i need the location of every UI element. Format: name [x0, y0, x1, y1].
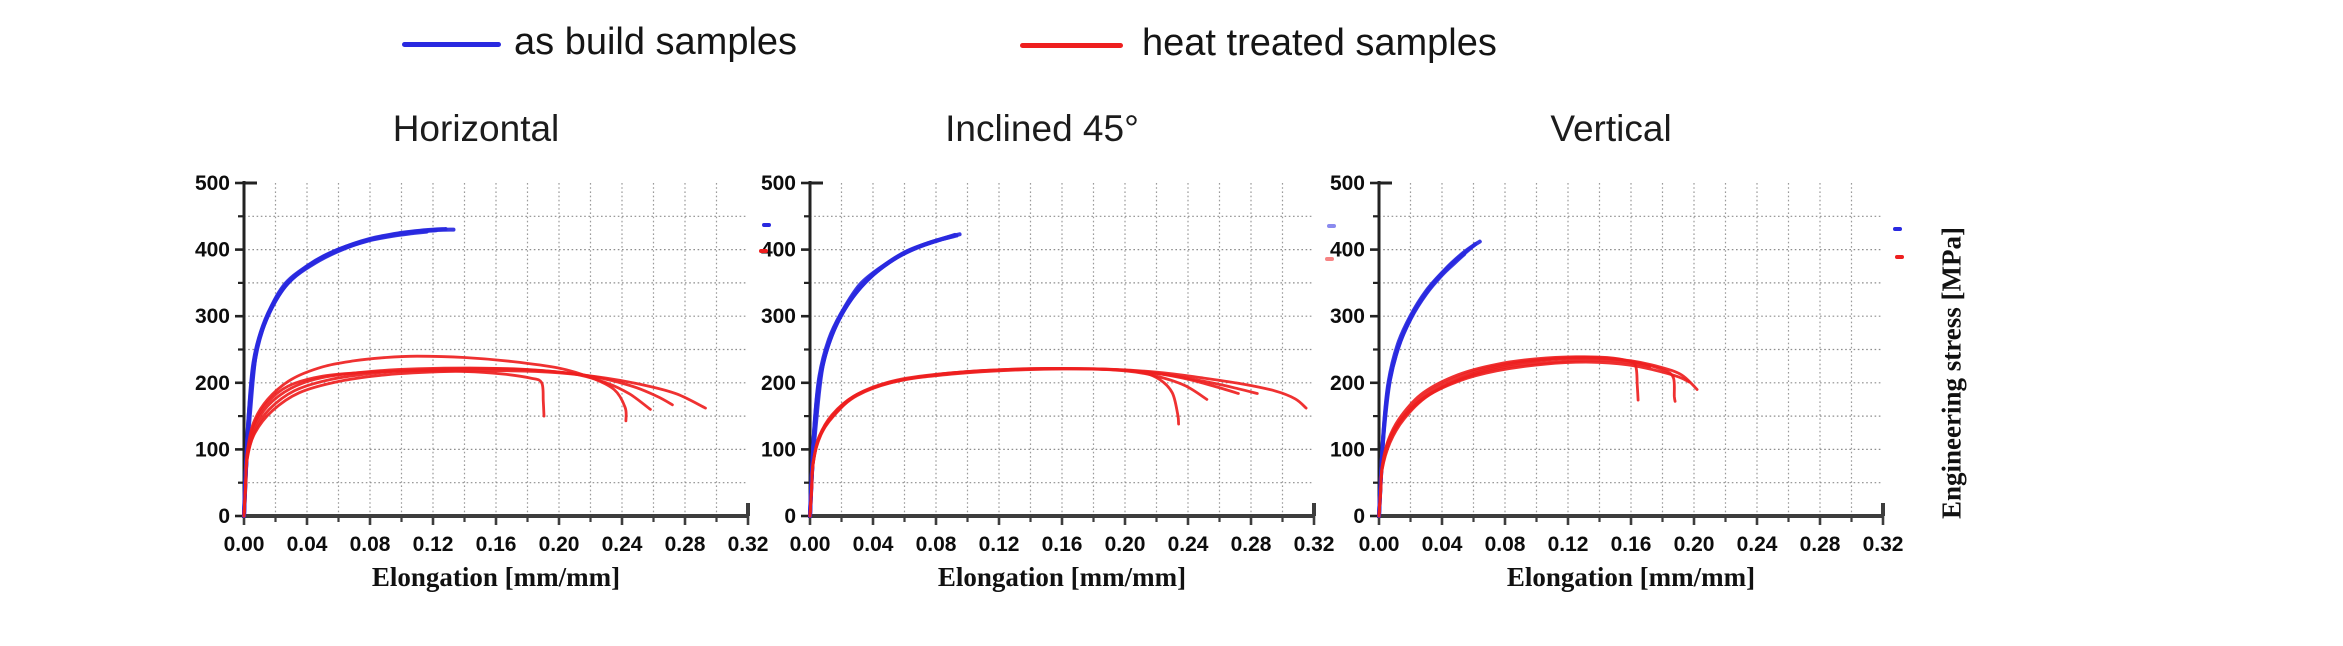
stray-dash-blue-icon [762, 223, 771, 227]
svg-text:100: 100 [1330, 438, 1365, 461]
svg-text:0.00: 0.00 [790, 533, 831, 556]
svg-text:500: 500 [1330, 172, 1365, 195]
svg-text:0.16: 0.16 [1042, 533, 1083, 556]
stray-dash-red-icon [1895, 255, 1904, 259]
chart-canvas-vertical: 0 100 200 300 400 500 0.00 0.04 0.08 0.12 0.16 0.20… [1330, 172, 1904, 556]
svg-text:0.08: 0.08 [916, 533, 957, 556]
svg-text:0.00: 0.00 [1359, 533, 1400, 556]
chart-inclined-45: Inclined 45° 0 100 200 300 400 500 0.00 0.04 0.0… [720, 100, 1340, 600]
svg-text:0.28: 0.28 [1800, 533, 1841, 556]
svg-text:0.12: 0.12 [413, 533, 454, 556]
chart-title-vertical: Vertical [1550, 108, 1672, 149]
svg-text:0.20: 0.20 [1674, 533, 1715, 556]
svg-text:0.04: 0.04 [1422, 533, 1463, 556]
svg-text:0: 0 [784, 505, 796, 528]
svg-text:500: 500 [195, 172, 230, 195]
y-axis-label: Engineering stress [MPa] [1936, 227, 1967, 519]
svg-text:0: 0 [218, 505, 230, 528]
svg-text:0.32: 0.32 [728, 533, 769, 556]
svg-text:0.16: 0.16 [476, 533, 517, 556]
svg-text:0.32: 0.32 [1863, 533, 1904, 556]
svg-text:0.28: 0.28 [1231, 533, 1272, 556]
x-axis-label: Elongation [mm/mm] [371, 562, 621, 592]
svg-text:200: 200 [195, 372, 230, 395]
legend-line-as-build-icon [402, 42, 501, 47]
chart-horizontal: Horizontal 0 100 200 300 400 500 0.00 0.04 0.08 0… [154, 100, 774, 600]
svg-text:100: 100 [761, 438, 796, 461]
chart-title-inclined-45: Inclined 45° [945, 108, 1139, 149]
legend-label-as-build: as build samples [514, 21, 798, 63]
legend-label-heat-treated: heat treated samples [1142, 22, 1497, 64]
svg-text:0.08: 0.08 [1485, 533, 1526, 556]
svg-text:300: 300 [195, 305, 230, 328]
x-axis-label: Elongation [mm/mm] [937, 562, 1187, 592]
svg-text:200: 200 [761, 372, 796, 395]
chart-vertical: Vertical 0 100 200 300 400 500 0.00 0.04 0.08 0.1… [1289, 100, 1909, 600]
svg-text:400: 400 [195, 239, 230, 262]
svg-text:0.12: 0.12 [1548, 533, 1589, 556]
svg-text:0.00: 0.00 [224, 533, 265, 556]
svg-text:0.04: 0.04 [287, 533, 328, 556]
stray-dash-red-icon [759, 249, 768, 253]
svg-text:400: 400 [1330, 239, 1365, 262]
svg-text:300: 300 [1330, 305, 1365, 328]
chart-canvas-horizontal: 0 100 200 300 400 500 0.00 0.04 0.08 0.12 0.16 0.20… [195, 172, 769, 556]
stray-dash-red-icon [1325, 257, 1334, 261]
chart-canvas-inclined-45: 0 100 200 300 400 500 0.00 0.04 0.08 0.12 0.16 0.20… [761, 172, 1335, 556]
stray-dash-blue-icon [1893, 227, 1902, 231]
svg-text:200: 200 [1330, 372, 1365, 395]
chart-title-horizontal: Horizontal [392, 108, 560, 149]
svg-text:0.20: 0.20 [1105, 533, 1146, 556]
legend-line-heat-treated-icon [1020, 43, 1123, 48]
stray-dash-blue-icon [1327, 224, 1336, 228]
svg-text:0.12: 0.12 [979, 533, 1020, 556]
svg-text:100: 100 [195, 438, 230, 461]
svg-text:0.32: 0.32 [1294, 533, 1335, 556]
svg-text:300: 300 [761, 305, 796, 328]
svg-text:0.24: 0.24 [602, 533, 643, 556]
svg-text:0.08: 0.08 [350, 533, 391, 556]
svg-text:0.16: 0.16 [1611, 533, 1652, 556]
x-axis-label: Elongation [mm/mm] [1506, 562, 1756, 592]
svg-text:500: 500 [761, 172, 796, 195]
svg-text:0: 0 [1353, 505, 1365, 528]
svg-text:400: 400 [761, 239, 796, 262]
svg-text:0.04: 0.04 [853, 533, 894, 556]
svg-text:0.20: 0.20 [539, 533, 580, 556]
svg-text:0.24: 0.24 [1737, 533, 1778, 556]
svg-text:0.24: 0.24 [1168, 533, 1209, 556]
svg-text:0.28: 0.28 [665, 533, 706, 556]
